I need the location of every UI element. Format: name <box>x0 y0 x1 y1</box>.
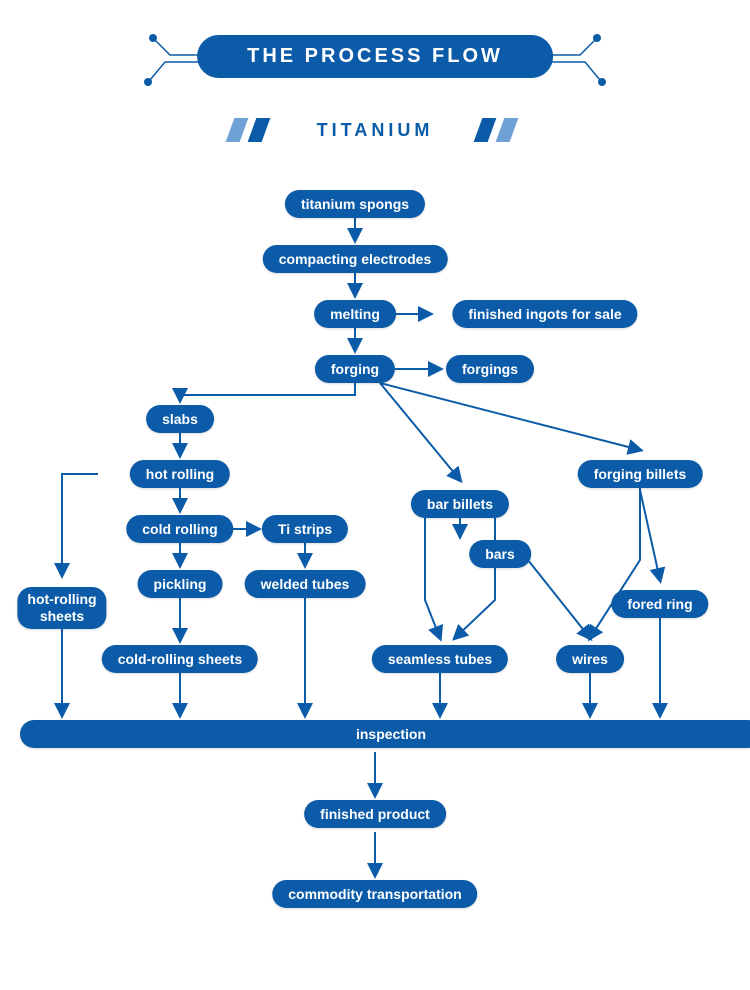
node-forgings: forgings <box>446 355 534 383</box>
node-slabs: slabs <box>146 405 214 433</box>
node-bars: bars <box>469 540 531 568</box>
decor-svg <box>0 0 750 990</box>
node-welded-tubes: welded tubes <box>245 570 366 598</box>
subtitle: TITANIUM <box>317 120 434 141</box>
node-wires: wires <box>556 645 624 673</box>
slash-decor <box>226 118 249 142</box>
slash-decor <box>474 118 497 142</box>
node-seamless-tubes: seamless tubes <box>372 645 508 673</box>
slash-decor <box>496 118 519 142</box>
node-melting: melting <box>314 300 396 328</box>
node-fored-ring: fored ring <box>611 590 708 618</box>
node-forging-billets: forging billets <box>578 460 703 488</box>
node-bar-billets: bar billets <box>411 490 509 518</box>
node-hot-rolling: hot rolling <box>130 460 230 488</box>
node-compacting-electrodes: compacting electrodes <box>263 245 448 273</box>
node-ti-strips: Ti strips <box>262 515 348 543</box>
node-forging: forging <box>315 355 395 383</box>
node-commodity-transport: commodity transportation <box>272 880 477 908</box>
slash-decor <box>248 118 271 142</box>
node-pickling: pickling <box>138 570 223 598</box>
node-cold-rolling: cold rolling <box>126 515 233 543</box>
node-finished-product: finished product <box>304 800 446 828</box>
node-titanium-spongs: titanium spongs <box>285 190 425 218</box>
node-hot-rolling-sheets: hot-rollingsheets <box>17 587 106 629</box>
arrows-svg <box>0 0 750 990</box>
node-cold-rolling-sheets: cold-rolling sheets <box>102 645 258 673</box>
node-inspection: inspection <box>20 720 750 748</box>
node-finished-ingots: finished ingots for sale <box>452 300 637 328</box>
title-pill: THE PROCESS FLOW <box>197 35 553 78</box>
